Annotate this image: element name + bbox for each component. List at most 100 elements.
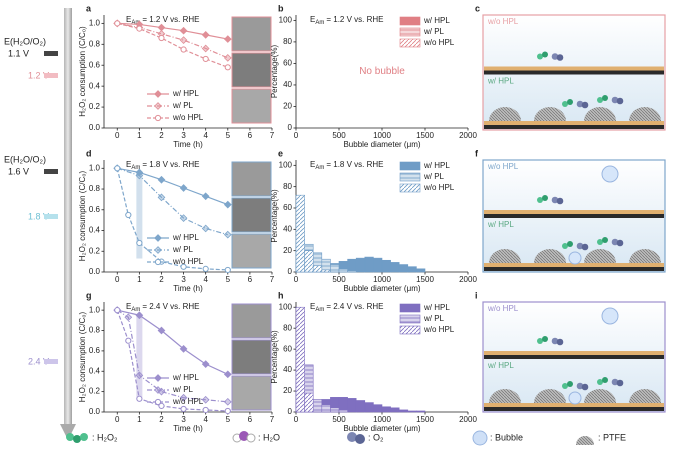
molecule — [602, 377, 608, 383]
x-tick-label: 1 — [137, 275, 142, 284]
y-tick-label: 100 — [279, 15, 293, 24]
annotation-subscript: Am — [131, 20, 140, 26]
highlight — [136, 315, 143, 399]
x-tick-label: 4 — [203, 131, 208, 140]
marker — [201, 360, 210, 368]
annotation-text: = 2.4 V vs. RHE — [326, 302, 383, 311]
annotation-text: = 1.2 V vs. RHE — [142, 15, 199, 24]
legend-label: w/ HPL — [172, 233, 199, 242]
marker — [223, 397, 232, 406]
bar — [381, 259, 391, 273]
y-tick-label: 0.0 — [89, 267, 101, 276]
note: No bubble — [359, 66, 405, 77]
marker — [223, 54, 232, 62]
annotation-subscript: Am — [315, 165, 324, 171]
bar — [304, 392, 314, 413]
x-tick-label: 4 — [203, 275, 208, 284]
bar — [373, 257, 383, 273]
ptfe — [534, 107, 566, 121]
y-tick-label: 20 — [283, 246, 292, 255]
label: 1.2 V — [28, 70, 49, 80]
annotation-subscript: Am — [131, 307, 140, 313]
legend-marker — [154, 398, 162, 406]
x-tick-label: 6 — [248, 131, 253, 140]
ptfe — [629, 107, 661, 121]
y-tick-label: 0.0 — [89, 123, 101, 132]
marker — [223, 35, 232, 43]
panel-letter: i — [475, 290, 478, 300]
y-tick-label: 100 — [279, 302, 293, 311]
x-tick-label: 2 — [159, 131, 164, 140]
marker — [201, 192, 210, 201]
legend-marker — [154, 90, 162, 98]
label: 1.6 V — [8, 166, 29, 176]
annotation: EAm = 1.2 V vs. RHE — [310, 15, 383, 25]
x-tick-label: 0 — [115, 415, 120, 424]
molecule — [576, 100, 584, 108]
legend-label: w/ HPL — [172, 373, 199, 382]
molecule — [616, 97, 624, 105]
x-tick-label: 1500 — [416, 275, 434, 284]
bar — [390, 407, 400, 413]
y-tick-label: 0.2 — [89, 246, 101, 255]
bubble — [568, 251, 582, 265]
bar — [330, 407, 340, 413]
panel-letter: c — [475, 3, 480, 13]
molecule — [562, 243, 568, 249]
ptfe — [534, 249, 566, 263]
x-tick-label: 2000 — [459, 415, 477, 424]
annotation-symbol: E — [310, 302, 315, 311]
marker — [179, 344, 188, 353]
bar — [347, 258, 357, 273]
molecule — [556, 54, 564, 61]
bar — [347, 398, 357, 413]
marker — [179, 36, 188, 44]
inset-image — [231, 16, 272, 52]
x-tick-label: 5 — [226, 415, 231, 424]
marker — [124, 313, 133, 322]
legend-swatch — [399, 172, 421, 182]
molecule — [556, 338, 564, 346]
inset-image — [231, 233, 272, 269]
legend-swatch — [399, 16, 421, 26]
molecule — [542, 51, 548, 58]
marker — [157, 326, 166, 335]
molecule — [537, 338, 543, 344]
molecule — [581, 383, 589, 391]
annotation-subscript: Am — [131, 165, 140, 171]
legend-text: : Bubble — [490, 432, 523, 442]
marker — [114, 307, 121, 314]
electrode — [484, 214, 664, 218]
marker — [201, 395, 210, 404]
bar — [321, 269, 331, 273]
ptfe — [629, 389, 661, 403]
bottom-legend: : H₂O₂ : H₂O : O₂ : Bubble : PTFE — [66, 430, 626, 446]
molecule — [567, 241, 573, 247]
legend-marker — [154, 246, 162, 254]
x-axis-label: Time (h) — [173, 140, 203, 149]
label: 1.8 V — [28, 211, 49, 221]
panel-letter: h — [278, 290, 284, 300]
diagram-label: w/o HPL — [487, 304, 519, 313]
bar — [364, 256, 374, 273]
electrode — [484, 355, 664, 359]
legend-text: : PTFE — [598, 432, 626, 442]
molecule — [602, 95, 608, 101]
x-tick-label: 0 — [115, 275, 120, 284]
annotation-text: = 1.8 V vs. RHE — [326, 160, 383, 169]
molecule — [562, 383, 568, 389]
annotation-symbol: E — [310, 15, 315, 24]
bar — [321, 404, 331, 413]
y-tick-label: 40 — [283, 224, 292, 233]
marker — [135, 171, 144, 180]
series-line — [117, 309, 229, 375]
x-axis-label: Time (h) — [173, 284, 203, 293]
molecule — [551, 337, 559, 345]
x-tick-label: 7 — [270, 415, 275, 424]
legend-swatch — [399, 161, 421, 171]
annotation-text: = 1.2 V vs. RHE — [326, 15, 383, 24]
marker — [201, 31, 210, 39]
y-tick-label: 0.2 — [89, 102, 101, 111]
ptfe — [584, 249, 616, 263]
annotation-text: = 2.4 V vs. RHE — [142, 302, 199, 311]
